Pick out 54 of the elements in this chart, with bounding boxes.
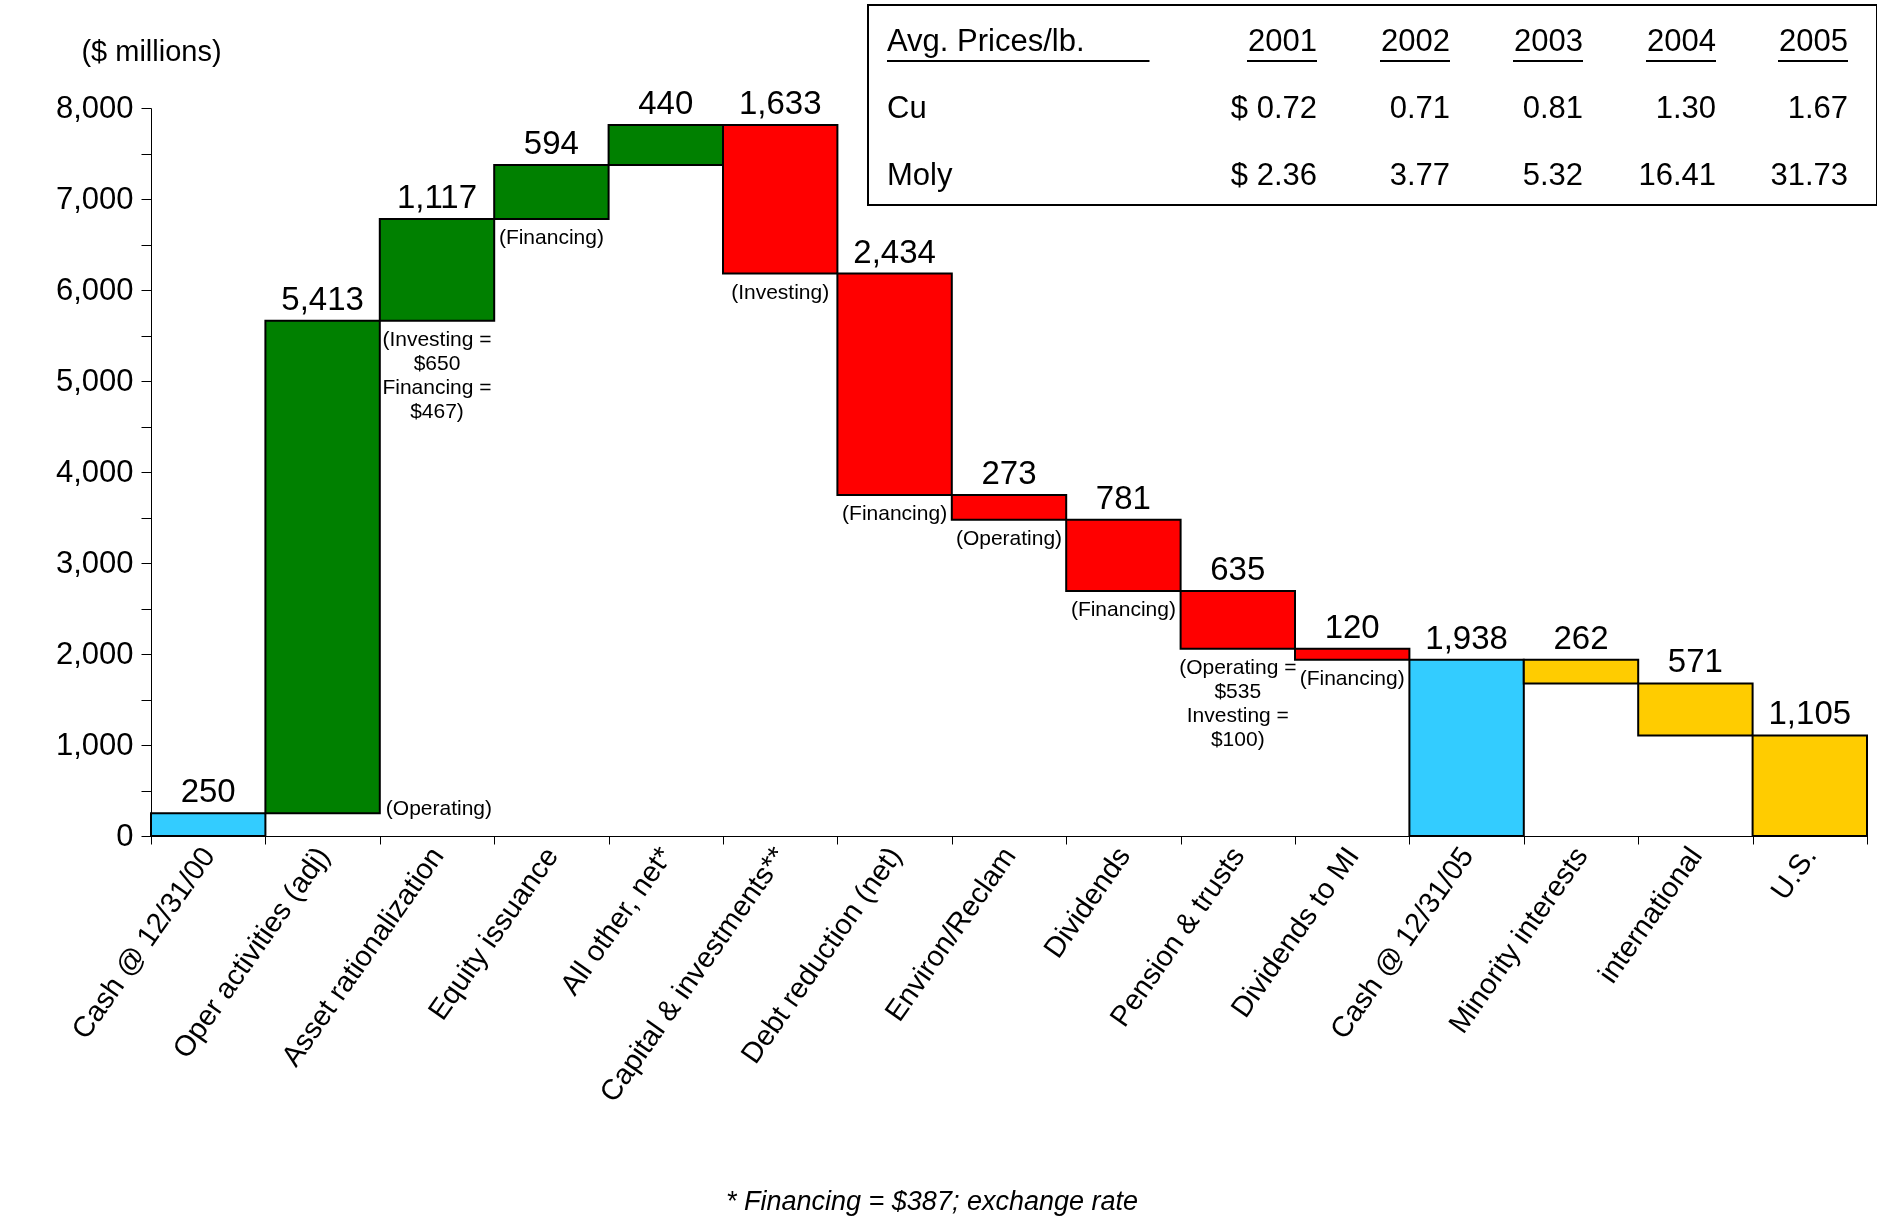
data-label: 1,117 xyxy=(396,178,478,216)
annotation: $ 0.72 xyxy=(1230,90,1317,125)
data-label: 2,434 xyxy=(853,232,936,270)
y-tick-label: 7,000 xyxy=(55,180,134,216)
x-tick-label: U.S. xyxy=(1764,840,1823,906)
annotation: (Financing) xyxy=(498,225,604,249)
annotation: (Operating = $535 Investing = $100) xyxy=(1179,654,1297,750)
annotation: (Financing) xyxy=(1299,665,1405,689)
y-tick-label: 6,000 xyxy=(55,271,134,307)
data-label: 781 xyxy=(1095,478,1151,516)
y-tick-label: 1,000 xyxy=(55,726,134,762)
text: 2002 xyxy=(1381,23,1450,58)
annotation: 1.67 xyxy=(1787,90,1848,125)
annotation: (Investing = $650 Financing = $467) xyxy=(382,326,492,422)
y-tick-label: 5,000 xyxy=(55,362,134,398)
y-tick-label: 2,000 xyxy=(55,635,134,671)
annotation: Cu xyxy=(887,90,927,125)
annotation: 0.71 xyxy=(1389,90,1450,125)
annotation: (Financing) xyxy=(1070,596,1176,620)
annotation: 3.77 xyxy=(1389,157,1450,192)
y-tick-label: 3,000 xyxy=(55,544,134,580)
data-label: 120 xyxy=(1324,607,1380,645)
data-label: 250 xyxy=(180,772,236,810)
y-axis-title: ($ millions) xyxy=(81,34,222,67)
annotation: 0.81 xyxy=(1522,90,1583,125)
data-label: 571 xyxy=(1667,642,1723,680)
text: 2003 xyxy=(1514,23,1583,58)
data-label: 635 xyxy=(1210,549,1266,587)
annotation: Moly xyxy=(887,157,953,192)
annotation: 1.30 xyxy=(1655,90,1716,125)
annotation: (Operating) xyxy=(955,525,1063,549)
text: 2005 xyxy=(1779,23,1848,58)
data-label: 440 xyxy=(638,83,694,121)
annotation: $ 2.36 xyxy=(1230,157,1317,192)
data-label: 5,413 xyxy=(281,279,364,317)
y-tick-label: 0 xyxy=(116,817,134,853)
annotation: 5.32 xyxy=(1522,157,1583,192)
y-tick-label: 4,000 xyxy=(55,453,134,489)
data-label: 594 xyxy=(523,123,579,161)
annotation: 31.73 xyxy=(1770,157,1848,192)
data-label: 1,633 xyxy=(738,83,822,121)
text: Avg. Prices/lb. xyxy=(887,23,1085,58)
data-label: 1,105 xyxy=(1768,694,1852,732)
data-label: 1,938 xyxy=(1425,618,1508,656)
text: * Financing = $387; exchange rate xyxy=(725,1186,1139,1216)
text: 2001 xyxy=(1248,23,1317,58)
annotation: (Financing) xyxy=(842,501,948,525)
data-label: 262 xyxy=(1553,618,1609,656)
text: 2004 xyxy=(1647,23,1716,58)
annotation: (Operating) xyxy=(385,796,493,820)
annotation: (Investing) xyxy=(731,279,830,303)
data-label: 273 xyxy=(981,454,1037,492)
annotation: 16.41 xyxy=(1638,157,1716,192)
y-tick-label: 8,000 xyxy=(55,89,134,125)
